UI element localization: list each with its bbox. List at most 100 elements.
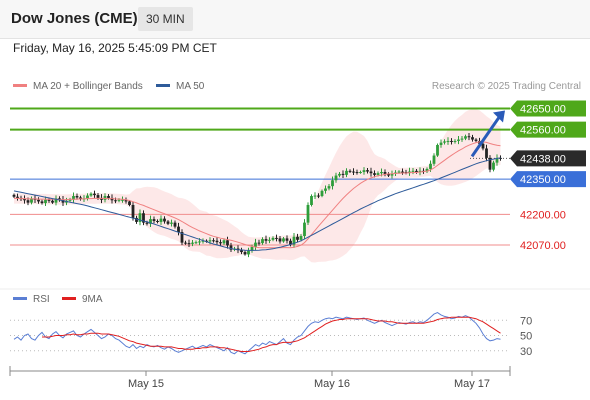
candle-body [460,138,464,140]
candle-body [383,172,387,174]
candle-body [226,240,229,246]
candle-body [306,204,310,223]
candle-body [149,219,152,224]
candle-body [222,240,226,244]
candle-body [264,239,268,241]
candle-body [355,172,359,174]
candle-body [16,196,19,198]
instrument-title: Dow Jones (CME) [11,10,138,27]
candle-body [408,171,411,173]
candle-body [219,242,222,244]
credit-text: Research © 2025 Trading Central [431,81,581,92]
legend-item-bollinger: MA 20 + Bollinger Bands [13,81,143,92]
9ma-line [42,316,501,352]
candle-body [268,239,271,241]
candle-body [194,242,198,244]
candle-body [131,204,135,218]
candle-body [341,173,345,175]
candle-body [72,196,75,200]
price-level-label: 42200.00 [520,209,566,221]
candle-body [257,242,261,244]
candle-body [187,243,191,245]
candle-body [173,222,177,227]
candle-body [54,198,58,203]
candle-body [439,142,443,145]
legend-label: MA 20 + Bollinger Bands [33,81,143,92]
candle-body [334,175,338,181]
price-tag-box [510,171,586,188]
candle-body [359,172,362,174]
candle-body [198,241,201,243]
forecast-arrow-shaft [470,113,503,158]
candle-body [121,199,124,201]
candle-body [432,155,436,164]
candle-body [163,218,166,222]
candle-body [23,199,26,201]
candle-body [68,199,72,201]
rsi-tick-label: 30 [520,346,532,358]
bollinger-band [14,109,501,263]
candle-body [345,170,348,175]
candle-body [303,222,306,237]
candle-body [366,170,369,172]
rsi-line [13,312,501,355]
candle-body [425,168,429,172]
legend-label: MA 50 [176,81,205,92]
candle-body [324,188,327,191]
candle-body [320,190,324,197]
interval-button[interactable]: 30 MIN [138,7,193,31]
candle-body [331,180,334,187]
candle-body [292,236,296,245]
candle-body [390,173,394,176]
candle-body [453,140,457,142]
candle-body [215,240,219,243]
candle-body [138,213,142,222]
candle-body [474,139,478,141]
candle-body [240,250,243,253]
candle-body [348,170,352,172]
candle-body [93,193,96,196]
price-level-label: 42560.00 [520,125,566,137]
candle-body [107,196,110,198]
candle-body [30,198,33,203]
candle-body [397,171,401,173]
candle-body [40,201,44,204]
candle-body [12,194,16,197]
candle-body [317,195,320,197]
candle-body [212,240,215,242]
candle-body [376,173,380,175]
candles [12,132,502,258]
candle-body [250,246,254,251]
candle-body [145,222,149,224]
candle-body [446,140,450,142]
candle-body [180,232,184,243]
candle-body [58,198,61,200]
candle-body [401,171,404,173]
candle-body [243,252,247,255]
legend-swatch [13,296,27,300]
x-tick-label: May 15 [128,378,164,390]
price-tag-box [510,150,586,167]
price-level-label: 42650.00 [520,103,566,115]
forecast-arrowhead [493,110,505,123]
legend-swatch [13,83,27,87]
candle-body [352,171,355,173]
candle-body [117,199,121,201]
price-level-tag: 42438.00 [510,150,586,167]
candle-body [229,245,233,250]
candle-body [271,237,275,240]
candle-body [26,200,30,203]
candle-body [285,238,289,241]
price-level-tag: 42350.00 [510,171,586,188]
candle-body [135,217,138,222]
candle-body [152,219,156,221]
candle-body [411,170,415,172]
candle-body [457,139,460,141]
candle-body [75,196,79,198]
candle-body [282,238,285,242]
legend-item-ma50: MA 50 [156,81,204,92]
candle-body [369,171,373,174]
candle-body [467,136,471,138]
candle-body [310,196,313,205]
